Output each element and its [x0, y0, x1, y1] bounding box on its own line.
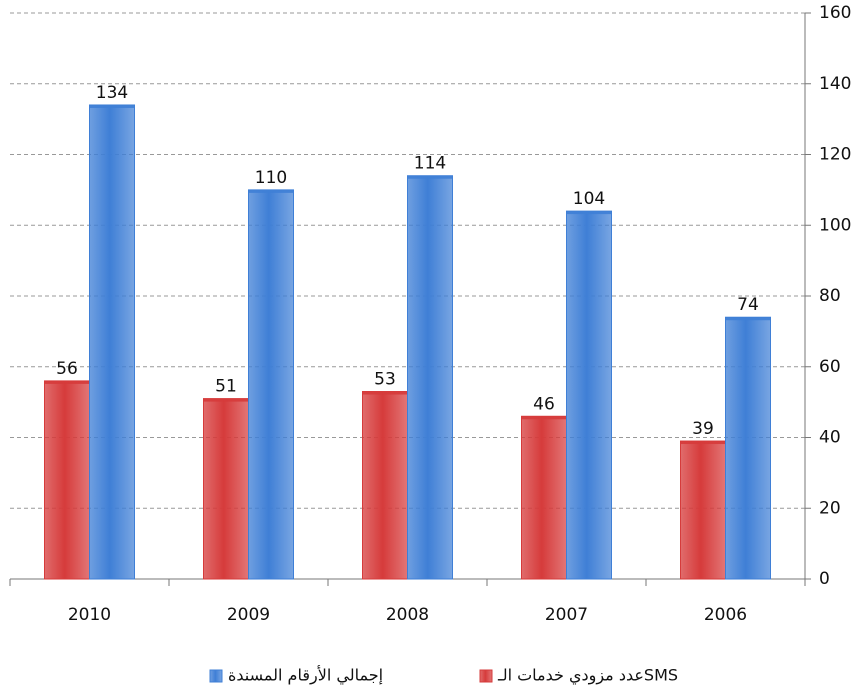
y-tick-label: 60 [819, 357, 841, 377]
bar-cap [203, 398, 249, 402]
y-tick-label: 80 [819, 286, 841, 306]
bar [566, 210, 612, 580]
bar [725, 316, 771, 580]
bar-cap [89, 104, 135, 108]
bar-cap [680, 441, 726, 445]
y-tick-label: 20 [819, 498, 841, 518]
bar-cap [362, 391, 408, 395]
y-tick-label: 160 [819, 3, 851, 23]
bar-cap [407, 175, 453, 179]
bar [407, 175, 453, 580]
data-label: 114 [414, 154, 446, 174]
bar [203, 398, 249, 580]
bar [521, 415, 567, 580]
legend-swatch [209, 669, 223, 683]
data-label: 46 [533, 394, 555, 414]
data-label: 110 [255, 168, 287, 188]
x-tick-label: 2008 [386, 605, 429, 625]
legend-swatch [479, 669, 493, 683]
y-tick-label: 0 [819, 569, 830, 589]
bar [44, 380, 90, 580]
data-label: 53 [374, 370, 396, 390]
x-tick-label: 2009 [227, 605, 270, 625]
data-label: 56 [56, 359, 78, 379]
x-tick-label: 2007 [545, 605, 588, 625]
bar-cap [725, 317, 771, 321]
y-tick-label: 140 [819, 74, 851, 94]
bar [89, 104, 135, 580]
data-label: 74 [737, 295, 759, 315]
legend-label: إجمالي الأرقام المسندة [228, 665, 383, 686]
bar-cap [521, 416, 567, 420]
bar-cap [566, 211, 612, 215]
legend-label: عدد مزودي خدمات الـSMS [497, 666, 678, 686]
y-tick-label: 40 [819, 428, 841, 448]
bar-cap [44, 380, 90, 384]
bar [362, 391, 408, 580]
y-tick-label: 120 [819, 145, 851, 165]
bar [248, 189, 294, 580]
data-label: 134 [96, 83, 128, 103]
data-label: 104 [573, 189, 605, 209]
x-tick-label: 2006 [704, 605, 747, 625]
bar [680, 440, 726, 580]
x-tick-label: 2010 [68, 605, 111, 625]
bar-cap [248, 189, 294, 193]
data-label: 51 [215, 377, 237, 397]
data-label: 39 [692, 419, 714, 439]
y-tick-label: 100 [819, 215, 851, 235]
